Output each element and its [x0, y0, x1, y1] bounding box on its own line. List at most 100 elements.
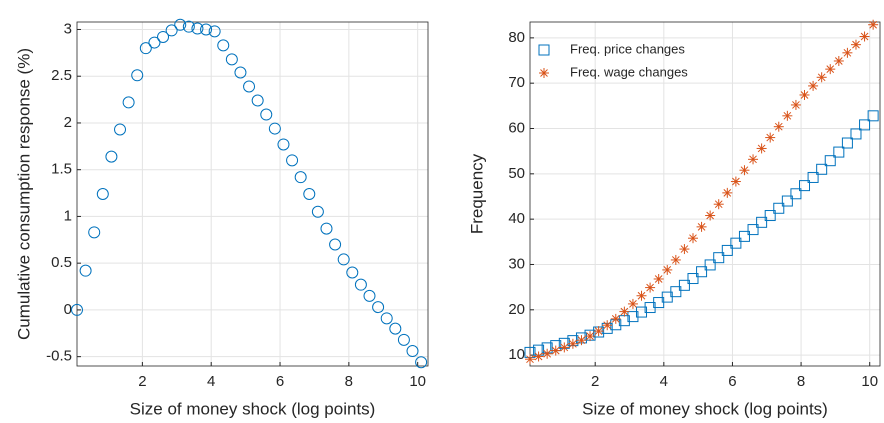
- marker: [722, 187, 733, 198]
- marker: [799, 180, 811, 192]
- marker: [765, 132, 776, 143]
- marker: [372, 301, 385, 314]
- marker-stroke: [577, 336, 586, 345]
- series: [525, 19, 879, 365]
- marker: [576, 335, 587, 346]
- marker-stroke: [774, 122, 783, 131]
- marker-stroke: [697, 223, 706, 231]
- marker: [841, 137, 853, 149]
- marker: [610, 313, 621, 324]
- marker: [816, 72, 827, 83]
- marker: [859, 119, 871, 131]
- marker: [739, 165, 750, 176]
- marker: [790, 99, 801, 110]
- x-tick-label: 4: [660, 373, 668, 390]
- marker: [380, 312, 393, 325]
- x-tick-label: 10: [409, 373, 426, 390]
- marker-stroke: [826, 65, 835, 73]
- marker: [704, 259, 716, 271]
- marker-stroke: [809, 82, 817, 90]
- marker: [738, 230, 750, 242]
- marker-stroke: [843, 48, 852, 57]
- marker-stroke: [540, 69, 548, 77]
- marker-stroke: [689, 234, 697, 243]
- marker-stroke: [749, 155, 757, 164]
- marker: [773, 202, 785, 214]
- marker: [303, 188, 316, 200]
- marker: [559, 342, 570, 353]
- marker-stroke: [551, 346, 560, 355]
- marker: [525, 354, 535, 365]
- marker-stroke: [723, 189, 732, 197]
- marker: [602, 320, 613, 331]
- marker: [850, 128, 862, 140]
- y-tick-label: 0.5: [51, 254, 72, 271]
- marker-stroke: [671, 256, 680, 264]
- marker: [748, 154, 759, 165]
- marker: [148, 36, 161, 49]
- legend-label: Freq. wage changes: [570, 64, 688, 79]
- marker: [808, 80, 819, 91]
- marker: [687, 233, 698, 244]
- marker: [627, 298, 638, 309]
- axes-box: [529, 21, 881, 367]
- marker: [696, 221, 707, 232]
- y-tick-label: 60: [508, 119, 525, 136]
- marker-stroke: [766, 133, 775, 142]
- y-tick-label: 30: [508, 255, 525, 272]
- marker: [354, 278, 367, 291]
- marker-stroke: [757, 144, 766, 153]
- y-tick-label: -0.5: [46, 348, 72, 365]
- marker: [825, 64, 836, 75]
- marker: [260, 108, 273, 121]
- marker: [286, 154, 299, 167]
- marker: [585, 331, 596, 342]
- y-tick-label: 2: [64, 114, 72, 131]
- y-axis-label: Frequency: [467, 153, 486, 234]
- marker: [713, 199, 724, 210]
- marker: [687, 273, 699, 285]
- y-tick-label: 1.5: [51, 161, 72, 178]
- marker: [636, 290, 647, 301]
- marker-stroke: [586, 332, 594, 340]
- series: [71, 18, 428, 369]
- marker: [71, 303, 83, 316]
- marker: [773, 121, 784, 132]
- marker: [406, 345, 419, 358]
- marker-stroke: [569, 339, 577, 348]
- marker: [79, 264, 92, 277]
- y-tick-label: 80: [508, 29, 525, 46]
- marker: [653, 273, 664, 284]
- marker-stroke: [620, 307, 629, 316]
- marker-stroke: [646, 283, 654, 292]
- x-tick-label: 2: [138, 373, 146, 390]
- y-tick-label: 40: [508, 210, 525, 227]
- marker: [679, 244, 690, 255]
- marker: [670, 286, 682, 298]
- y-tick-label: 2.5: [51, 67, 72, 84]
- marker: [311, 205, 324, 218]
- x-tick-label: 4: [207, 373, 215, 390]
- x-tick-label: 8: [797, 373, 805, 390]
- marker: [96, 188, 109, 200]
- marker-stroke: [629, 300, 637, 308]
- y-tick-label: 1: [64, 207, 72, 224]
- marker-stroke: [740, 166, 749, 175]
- marker: [842, 47, 853, 58]
- marker: [593, 326, 604, 337]
- marker: [730, 176, 741, 187]
- marker: [799, 89, 810, 100]
- marker: [217, 39, 230, 52]
- marker: [389, 322, 402, 335]
- marker: [756, 143, 767, 154]
- marker-stroke: [526, 355, 534, 364]
- marker: [200, 23, 213, 36]
- marker: [550, 345, 561, 356]
- legend-label: Freq. price changes: [570, 41, 685, 56]
- y-tick-label: 3: [64, 20, 72, 37]
- marker: [756, 216, 768, 228]
- marker-stroke: [817, 73, 826, 82]
- marker: [268, 122, 281, 135]
- marker: [868, 19, 879, 30]
